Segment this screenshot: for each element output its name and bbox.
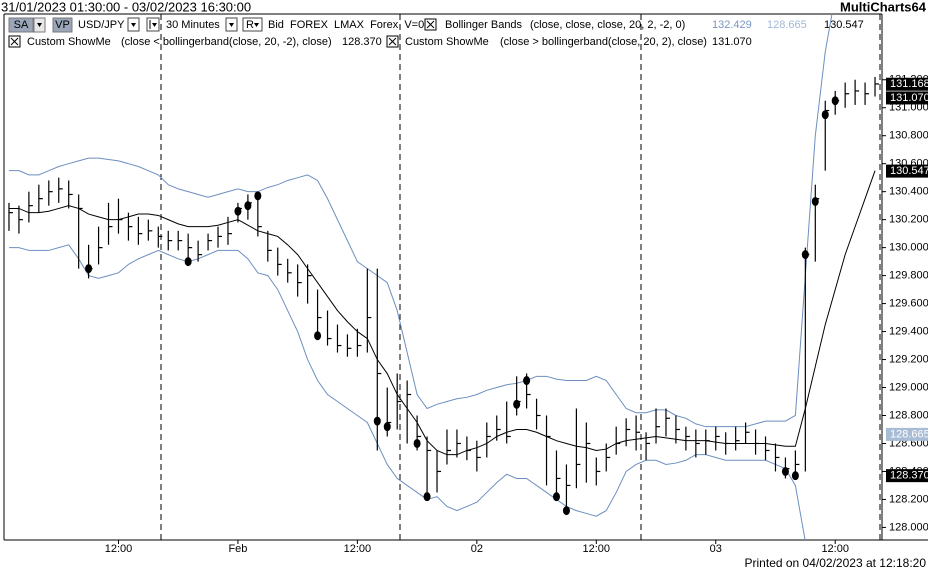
plot-area [8, 14, 880, 540]
showme-marker [552, 492, 560, 502]
showme-marker [791, 471, 799, 481]
vp-button[interactable] [52, 17, 73, 33]
y-tick-label: 129.800 [889, 270, 928, 282]
showme-marker [254, 191, 262, 201]
showme-marker [781, 466, 789, 476]
study-name: Custom ShowMe [405, 36, 489, 48]
study-name: Bollinger Bands [445, 19, 523, 31]
price-tag [886, 427, 928, 441]
app-name: MultiCharts64 [840, 0, 927, 14]
y-tick-label: 130.200 [889, 214, 928, 226]
y-tick-label: 130.400 [889, 186, 928, 198]
upper-band [8, 14, 833, 428]
showme-marker [811, 196, 819, 206]
x-tick-label: 12:00 [583, 543, 611, 555]
y-tick-label: 128.800 [889, 409, 928, 421]
showme-marker [383, 422, 391, 432]
price-tag-label: 131.070 [890, 92, 928, 104]
showme-marker [821, 110, 829, 120]
showme-marker [513, 399, 521, 409]
price-tag [886, 91, 928, 105]
showme-marker [562, 506, 570, 516]
r-label: R [246, 19, 254, 31]
r-dropdown[interactable] [242, 17, 263, 32]
dropdown-arrow [37, 23, 42, 27]
y-tick-label: 129.600 [889, 297, 928, 309]
price-tag-label: 131.168 [890, 78, 928, 90]
data-feed: Bid FOREX LMAX Forex V=0 [268, 19, 424, 31]
dropdown-arrow [152, 23, 157, 27]
study-value: 128.370 [342, 36, 382, 48]
showme-marker [244, 201, 252, 211]
study-checkbox[interactable] [386, 35, 399, 48]
price-tag [886, 469, 928, 483]
sa-button[interactable] [8, 17, 34, 33]
study-params: (close > bollingerband(close, 20, 2), cl… [500, 36, 707, 48]
study-checkbox[interactable] [424, 18, 437, 31]
session-breaks [160, 14, 881, 540]
symbol: USD/JPY [78, 19, 125, 31]
showme-marker [85, 264, 93, 274]
price-tag-label: 128.370 [890, 470, 928, 482]
study-value: 128.665 [767, 19, 807, 31]
showme-marker [373, 416, 381, 426]
dropdown-arrow [131, 23, 136, 27]
x-tick-label: Feb [228, 543, 247, 555]
x-tick-label: 12:00 [821, 543, 849, 555]
price-tag [886, 164, 928, 178]
price-tag-label: 128.665 [890, 428, 928, 440]
showme-marker [801, 250, 809, 260]
y-tick-label: 130.800 [889, 130, 928, 142]
showme-marker [234, 206, 242, 216]
study-params: (close, close, close, 20, 2, -2, 0) [530, 19, 685, 31]
y-tick-label: 131.000 [889, 102, 928, 114]
y-tick-label: 129.000 [889, 381, 928, 393]
date-range: 31/01/2023 01:30:00 - 03/02/2023 16:30:0… [1, 0, 251, 14]
showme-marker [523, 376, 531, 386]
vp-label: VP [55, 19, 70, 31]
showme-marker [314, 331, 322, 341]
x-tick-label: 12:00 [344, 543, 372, 555]
price-tag [886, 77, 928, 91]
price-axis: 128.000128.200128.400128.600128.800129.0… [882, 74, 928, 533]
showme-marker [184, 257, 192, 267]
sa-label: SA [14, 19, 29, 31]
x-tick-label: 03 [710, 543, 722, 555]
study-checkbox[interactable] [8, 35, 21, 48]
x-tick-label: 12:00 [105, 543, 133, 555]
dropdown-arrow [254, 23, 259, 27]
study-params: (close < bollingerband(close, 20, -2), c… [121, 36, 332, 48]
study-value: 130.547 [824, 19, 864, 31]
showme-marker [423, 492, 431, 502]
lower-band [8, 244, 806, 540]
study-value: 131.070 [712, 36, 752, 48]
y-tick-label: 128.000 [889, 521, 928, 533]
dropdown-arrow [229, 23, 234, 27]
study-value: 132.429 [712, 19, 752, 31]
middle-band [8, 170, 876, 456]
interval: 30 Minutes [166, 19, 220, 31]
study-name: Custom ShowMe [27, 36, 111, 48]
y-tick-label: 130.000 [889, 242, 928, 254]
print-footer: Printed on 04/02/2023 at 12:18:20 [745, 556, 927, 570]
price-tag-label: 130.547 [890, 165, 928, 177]
y-tick-label: 129.200 [889, 353, 928, 365]
showme-marker [413, 438, 421, 448]
y-tick-label: 128.200 [889, 493, 928, 505]
showme-marker [831, 96, 839, 106]
y-tick-label: 129.400 [889, 325, 928, 337]
x-tick-label: 02 [471, 543, 483, 555]
